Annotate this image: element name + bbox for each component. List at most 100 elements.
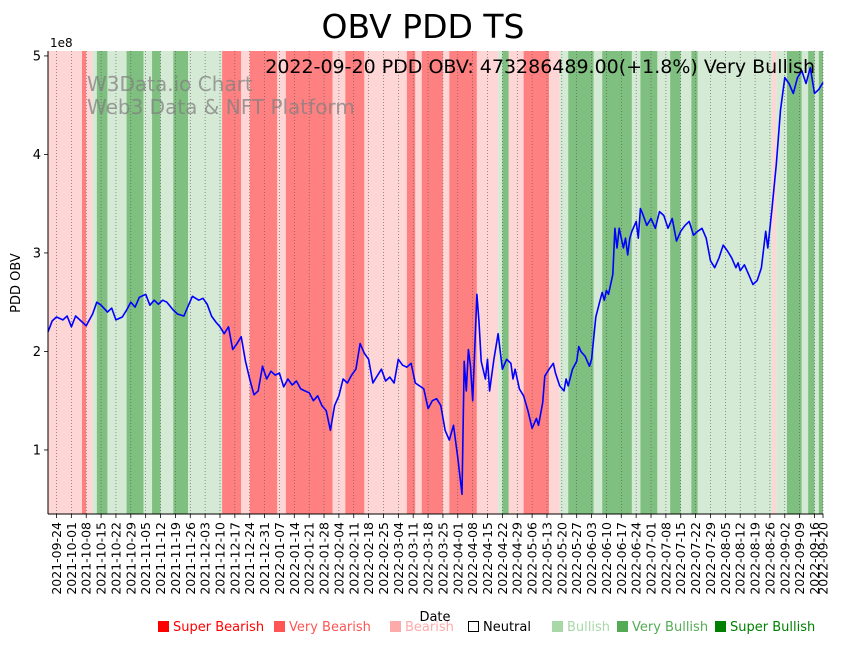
x-tick-label: 2022-08-12 (733, 522, 748, 595)
band-very-bullish (568, 51, 594, 514)
x-tick-label: 2022-07-08 (658, 522, 673, 595)
legend-label: Super Bullish (730, 620, 816, 635)
band-very-bullish (670, 51, 681, 514)
legend-swatch (390, 621, 401, 632)
band-bearish (442, 51, 450, 514)
sentiment-bands (48, 51, 823, 514)
chart-title: OBV PDD TS (322, 7, 525, 46)
legend-label: Super Bearish (173, 620, 265, 635)
x-tick-label: 2021-12-17 (227, 522, 242, 595)
x-tick-label: 2022-06-24 (629, 522, 644, 595)
band-very-bullish (173, 51, 189, 514)
band-very-bullish (818, 51, 823, 514)
x-tick-label: 2022-08-26 (762, 522, 777, 595)
watermark-line-1: W3Data.io Chart (87, 72, 253, 96)
band-very-bearish (249, 51, 278, 514)
x-tick-label: 2022-03-11 (406, 522, 421, 595)
x-tick-label: 2022-03-04 (391, 522, 406, 595)
x-tick-label: 2022-04-01 (450, 522, 465, 595)
x-tick-label: 2022-04-08 (465, 522, 480, 595)
legend: Super Bearish Very Bearish Bearish Neutral B… (0, 620, 842, 640)
x-tick-label: 2022-04-22 (495, 522, 510, 595)
x-tick-label: 2021-11-19 (168, 522, 183, 595)
band-bearish (415, 51, 422, 514)
x-tick-label: 2022-06-03 (584, 522, 599, 595)
obv-series-line (47, 66, 824, 496)
legend-item-bullish: Bullish (552, 620, 610, 635)
band-very-bearish (345, 51, 365, 514)
band-very-bullish (691, 51, 698, 514)
band-bullish (498, 51, 503, 514)
x-tick-label: 2021-10-15 (94, 522, 109, 595)
band-bullish (559, 51, 569, 514)
x-tick-label: 2022-05-20 (554, 522, 569, 595)
y-tick-label: 3 (33, 246, 41, 261)
band-bullish (680, 51, 692, 514)
band-very-bearish (421, 51, 443, 514)
x-tick-label: 2021-10-29 (123, 522, 138, 595)
band-bearish (241, 51, 250, 514)
x-tick-label: 2022-02-04 (331, 522, 346, 595)
y-tick-label: 1 (33, 443, 41, 458)
band-very-bullish (502, 51, 509, 514)
legend-swatch (617, 621, 628, 632)
y-tick-label: 5 (33, 49, 41, 64)
x-tick-label: 2022-01-14 (287, 522, 302, 595)
band-bearish (48, 51, 82, 514)
y-axis-label: PDD OBV (9, 253, 24, 313)
band-very-bearish (406, 51, 416, 514)
x-tick-label: 2022-08-19 (748, 522, 763, 595)
x-tick-label: 2021-12-31 (257, 522, 272, 595)
x-tick-label: 2022-09-02 (777, 522, 792, 595)
x-tick-label: 2022-09-16 (807, 522, 822, 595)
x-tick-label: 2021-11-12 (153, 522, 168, 595)
legend-item-bearish: Bearish (390, 620, 454, 635)
latest-value-annotation: 2022-09-20 PDD OBV: 473286489.00(+1.8%) … (265, 56, 815, 78)
x-tick-label: 2022-08-05 (718, 522, 733, 595)
band-very-bullish (808, 51, 815, 514)
x-tick-label: 2022-03-18 (421, 522, 436, 595)
legend-item-very-bullish: Very Bullish (617, 620, 708, 635)
legend-swatch (552, 621, 563, 632)
y-tick-label: 4 (33, 148, 41, 163)
x-tick-label: 2022-01-28 (317, 522, 332, 595)
x-tick-label: 2021-11-05 (138, 522, 153, 595)
legend-swatch (274, 621, 285, 632)
x-tick-label: 2021-12-24 (242, 522, 257, 595)
x-tick-label: 2022-07-29 (703, 522, 718, 595)
x-tick-label: 2022-06-10 (599, 522, 614, 595)
x-tick-label: 2021-11-26 (183, 522, 198, 595)
x-tick-label: 2022-07-22 (688, 522, 703, 595)
x-tick-label: 2022-07-15 (673, 522, 688, 595)
x-tick-label: 2021-10-22 (108, 522, 123, 595)
legend-label: Bullish (567, 620, 611, 635)
x-tick-label: 2022-02-25 (376, 522, 391, 595)
y-tick-label: 2 (33, 345, 41, 360)
x-tick-label: 2021-10-08 (79, 522, 94, 595)
y-tick-labels: 1 2 3 4 5 (33, 49, 41, 458)
legend-label: Neutral (483, 620, 531, 635)
band-bearish (86, 51, 93, 514)
x-tick-label: 2022-09-09 (792, 522, 807, 595)
band-very-bullish (96, 51, 108, 514)
legend-label: Very Bearish (289, 620, 371, 635)
band-bullish (801, 51, 809, 514)
band-bullish (814, 51, 819, 514)
x-tick-labels: 2021-09-24 2021-10-01 2021-10-08 2021-10-15… (49, 522, 831, 595)
band-bullish (92, 51, 97, 514)
obv-line-layer (47, 66, 824, 496)
band-bullish (160, 51, 174, 514)
x-tick-label: 2022-05-06 (525, 522, 540, 595)
x-tick-label: 2022-05-27 (569, 522, 584, 595)
x-tick-label: 2022-02-18 (361, 522, 376, 595)
x-tick-label: 2022-07-01 (644, 522, 659, 595)
band-bullish (107, 51, 127, 514)
x-tick-label: 2021-12-03 (198, 522, 213, 595)
x-tick-label: 2022-04-15 (480, 522, 495, 595)
x-tick-label: 2022-01-07 (272, 522, 287, 595)
band-bullish (143, 51, 153, 514)
legend-item-super-bearish: Super Bearish (158, 620, 264, 635)
band-bullish (593, 51, 603, 514)
band-very-bullish (152, 51, 161, 514)
